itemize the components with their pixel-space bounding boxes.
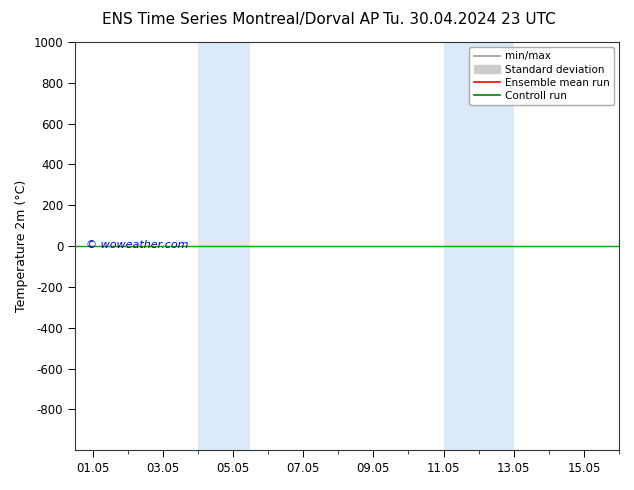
Bar [198,42,250,450]
Legend: min/max, Standard deviation, Ensemble mean run, Controll run: min/max, Standard deviation, Ensemble me… [469,47,614,105]
Text: Tu. 30.04.2024 23 UTC: Tu. 30.04.2024 23 UTC [383,12,555,27]
Y-axis label: Temperature 2m (°C): Temperature 2m (°C) [15,180,28,312]
Text: ENS Time Series Montreal/Dorval AP: ENS Time Series Montreal/Dorval AP [102,12,380,27]
Text: © woweather.com: © woweather.com [86,240,188,250]
Bar [444,42,514,450]
